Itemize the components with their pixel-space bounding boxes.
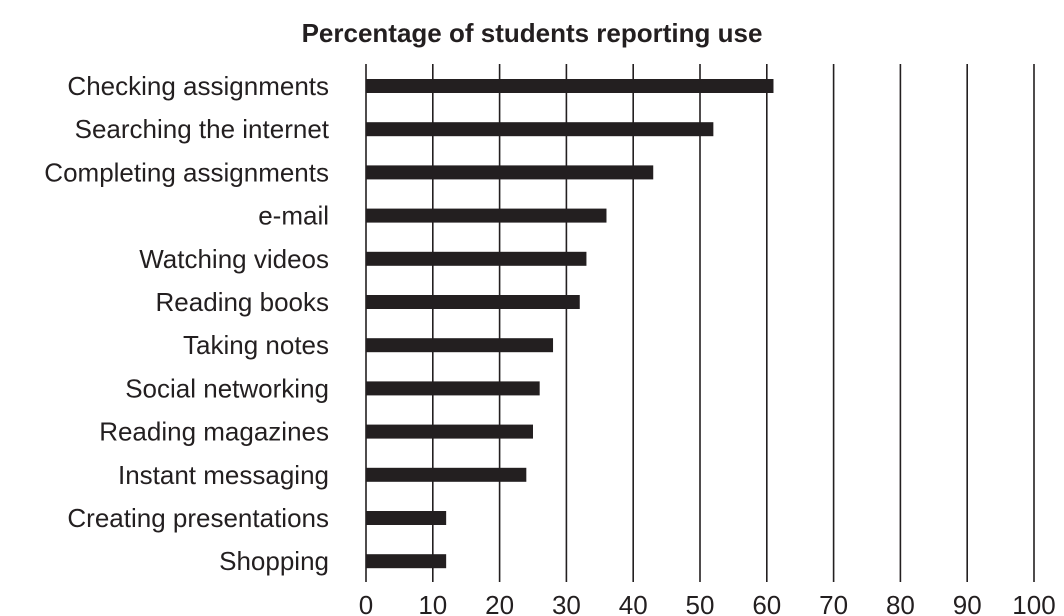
category-label: Watching videos: [139, 244, 329, 274]
x-tick-label: 70: [819, 590, 848, 616]
gridlines: [365, 64, 1035, 582]
x-tick-label: 0: [359, 590, 373, 616]
x-tick-label: 10: [418, 590, 447, 616]
chart-title: Percentage of students reporting use: [302, 18, 763, 48]
category-label: e-mail: [258, 201, 329, 231]
category-labels: Checking assignments Searching the intern…: [44, 71, 329, 576]
bar: [366, 554, 447, 569]
x-tick-label: 40: [619, 590, 648, 616]
bar: [366, 295, 580, 309]
category-label: Shopping: [219, 546, 329, 576]
bar: [366, 165, 654, 180]
category-label: Reading books: [156, 287, 329, 317]
bar: [366, 381, 540, 396]
bar: [366, 122, 714, 137]
x-tick-label: 90: [953, 590, 982, 616]
x-tick-label: 30: [552, 590, 581, 616]
x-tick-label: 50: [686, 590, 715, 616]
x-tick-label: 80: [886, 590, 915, 616]
bar: [366, 424, 533, 439]
category-label: Searching the internet: [75, 114, 330, 144]
bar: [366, 511, 447, 525]
x-tick-label: 20: [485, 590, 514, 616]
bars: [366, 79, 774, 569]
bar: [366, 467, 527, 482]
category-label: Creating presentations: [67, 503, 329, 533]
x-tick-label: 60: [752, 590, 781, 616]
category-label: Instant messaging: [118, 460, 329, 490]
x-tick-label: 100: [1012, 590, 1055, 616]
category-label: Taking notes: [183, 330, 329, 360]
bar: [366, 251, 587, 266]
category-label: Completing assignments: [44, 157, 329, 187]
category-label: Reading magazines: [99, 417, 329, 447]
x-axis-tick-labels: 0 10 20 30 40 50 60 70 80 90 100: [359, 590, 1056, 616]
bar: [366, 338, 554, 353]
bar: [366, 208, 607, 223]
category-label: Social networking: [125, 373, 329, 403]
category-label: Checking assignments: [67, 71, 329, 101]
bar: [366, 79, 774, 93]
